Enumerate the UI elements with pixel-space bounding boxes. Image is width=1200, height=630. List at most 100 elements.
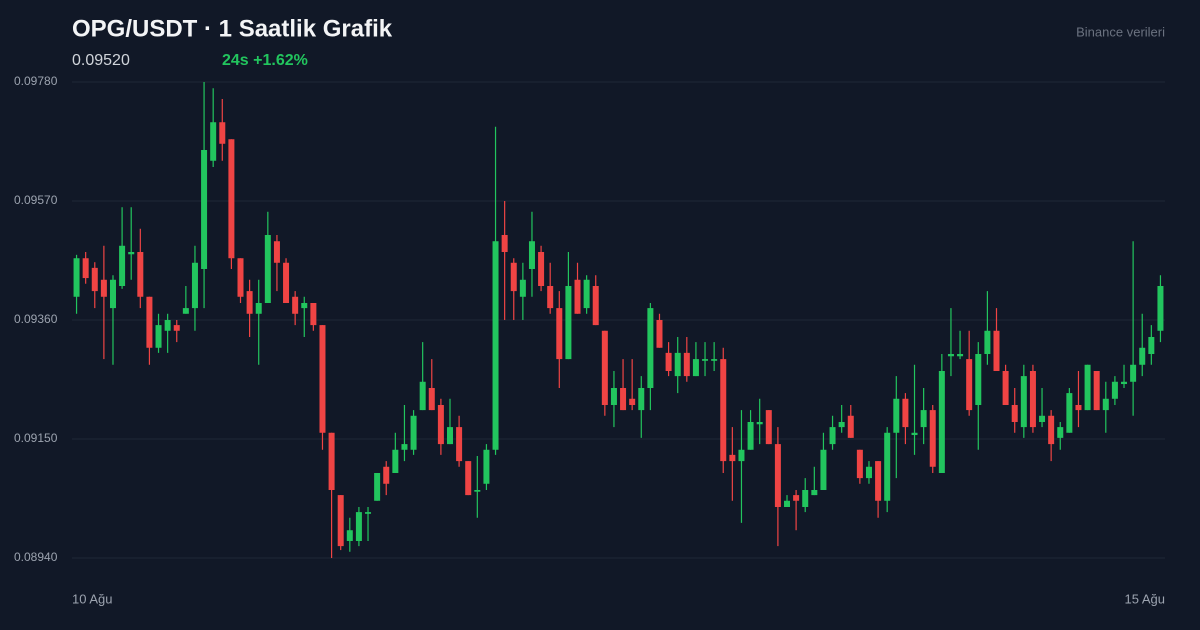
candle-body (875, 461, 882, 501)
candle-body (547, 286, 554, 309)
candle-body (365, 512, 372, 514)
candle-body (738, 449, 745, 462)
source: Binance verileri (1076, 24, 1165, 39)
candle-body (1093, 371, 1100, 411)
candle-body (528, 241, 535, 269)
candle-body (647, 308, 654, 388)
candle-body (820, 449, 827, 490)
candle-body (483, 449, 490, 484)
candle-body (1130, 364, 1137, 382)
candle-body (729, 454, 736, 462)
candle-body (128, 252, 135, 255)
candle-body (811, 490, 818, 496)
candle-body (401, 444, 408, 450)
candle-body (856, 449, 863, 479)
y-tick-label: 0.09150 (14, 431, 58, 445)
candle-body (446, 427, 453, 445)
candle-body (1111, 381, 1118, 399)
candle-body (374, 473, 381, 501)
candle-body (784, 500, 791, 507)
candle-body (747, 422, 754, 450)
candle-body (355, 512, 362, 541)
candle-body (146, 296, 153, 348)
candle-body (947, 354, 954, 357)
candle-body (465, 461, 472, 496)
candle-body (1020, 376, 1027, 428)
candle-body (474, 490, 481, 492)
candle-body (492, 241, 499, 450)
candle-body (665, 352, 672, 371)
candle-body (301, 303, 308, 309)
candle-body (1039, 415, 1046, 422)
candle-body (191, 262, 198, 309)
candle-body (383, 466, 390, 484)
candle-body (210, 122, 217, 161)
candle-body (428, 388, 435, 411)
candle-body (984, 330, 991, 354)
candle-body (793, 495, 800, 501)
candle-body (620, 388, 627, 411)
candle-body (137, 252, 144, 297)
change: 24s +1.62% (222, 52, 308, 69)
y-tick-label: 0.09780 (14, 74, 58, 88)
candle-body (565, 286, 572, 360)
candle-body (155, 325, 162, 348)
candle-body (975, 354, 982, 405)
candle-body (437, 405, 444, 445)
candle-body (1157, 286, 1164, 331)
candle-body (273, 241, 280, 263)
candle-body (957, 354, 964, 357)
candle-body (501, 235, 508, 252)
candle-body (583, 279, 590, 309)
candle-body (1139, 347, 1146, 365)
candle-body (1002, 371, 1009, 405)
candle-body (310, 303, 317, 326)
candle-body (410, 415, 417, 450)
y-tick-label: 0.09360 (14, 312, 58, 326)
candle-body (201, 150, 208, 269)
candle-body (993, 330, 1000, 371)
candle-body (601, 330, 608, 405)
candle-body (1057, 427, 1064, 438)
candle-body (1102, 398, 1109, 411)
candle-body (802, 490, 809, 507)
candle-body (164, 320, 171, 331)
candle-body (255, 303, 262, 314)
candle-body (519, 279, 526, 297)
candle-body (829, 427, 836, 445)
x-tick-label: 10 Ağu (72, 591, 113, 606)
candle-body (1148, 337, 1155, 354)
candle-body (756, 422, 763, 425)
candle-body (838, 422, 845, 428)
candle-body (1121, 381, 1128, 385)
candle-body (966, 359, 973, 411)
candle-body (1011, 405, 1018, 422)
candle-body (610, 388, 617, 405)
candle-body (173, 325, 180, 331)
candle-body (337, 495, 344, 547)
candle-body (656, 320, 663, 348)
candle-body (865, 466, 872, 479)
candle-body (109, 279, 116, 309)
candle-body (182, 308, 189, 314)
candle-body (246, 291, 253, 314)
candle-body (228, 139, 235, 259)
candle-body (929, 410, 936, 467)
candle-body (592, 286, 599, 326)
x-tick-label: 15 Ağu (1125, 591, 1166, 606)
candle-body (702, 359, 709, 361)
candle-body (419, 381, 426, 411)
candle-body (346, 530, 353, 541)
candle-body (73, 258, 80, 297)
candle-body (556, 308, 563, 360)
candle-body (538, 252, 545, 286)
candle-body (683, 352, 690, 377)
candle-body (847, 415, 854, 438)
candle-body (720, 359, 727, 462)
candle-body (292, 296, 299, 314)
candle-body (638, 388, 645, 411)
candle-body (1084, 364, 1091, 411)
y-tick-label: 0.08940 (14, 550, 58, 564)
